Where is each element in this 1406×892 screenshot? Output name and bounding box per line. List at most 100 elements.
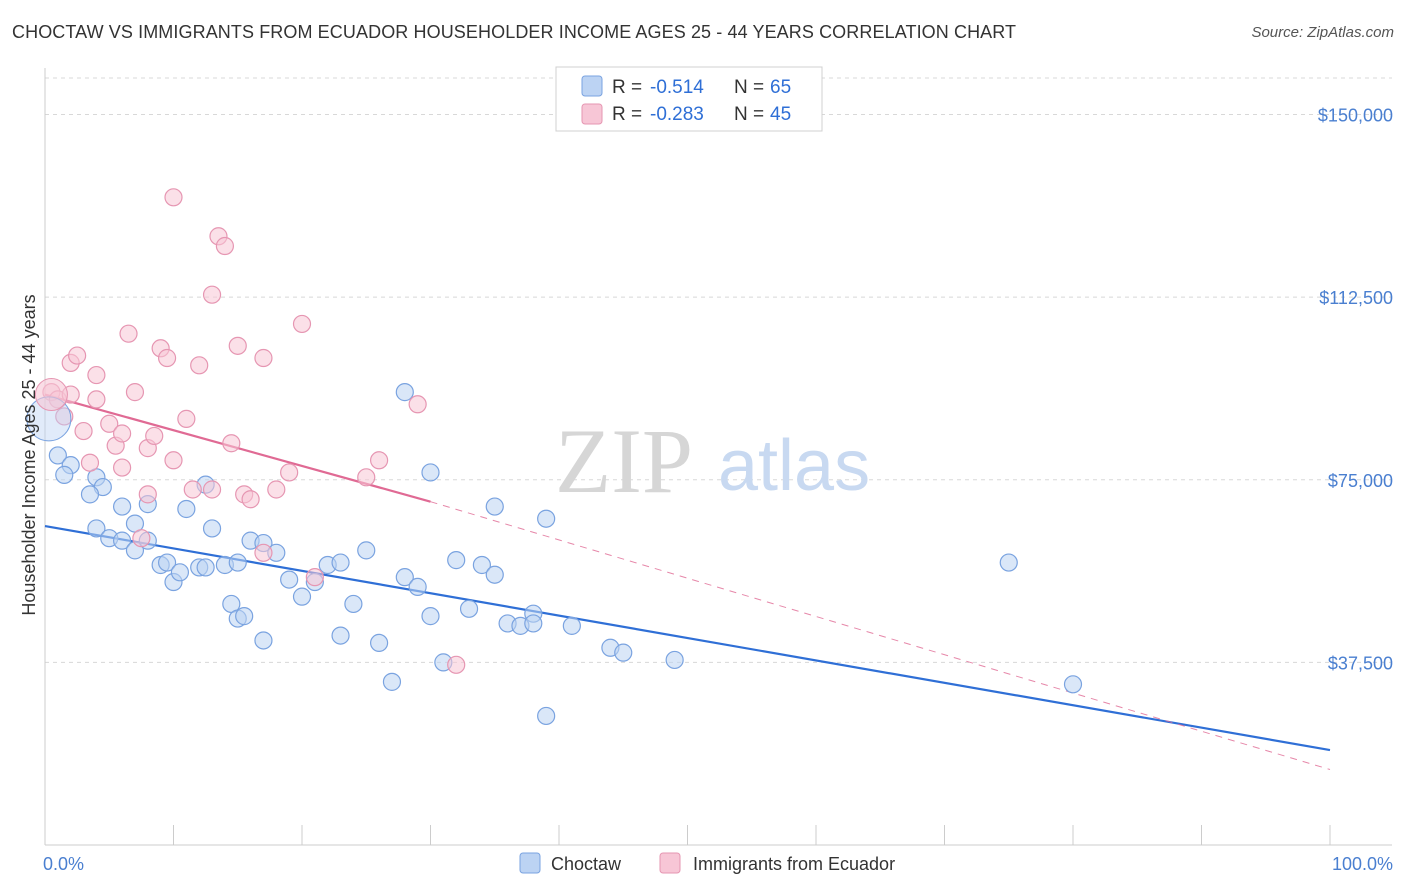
chart-title: CHOCTAW VS IMMIGRANTS FROM ECUADOR HOUSE… [12,22,1017,42]
y-tick-label: $75,000 [1328,471,1393,491]
point-ecuador [125,383,145,402]
trend-line-choctaw [44,524,1331,752]
point-ecuador [132,529,151,548]
legend-swatch-choctaw [581,75,603,97]
point-choctaw [157,553,177,572]
point-choctaw [235,607,254,626]
legend-swatch-ecuador [581,103,603,125]
legend-r-label-2: R = [612,104,642,125]
point-choctaw [292,587,312,606]
point-ecuador [267,480,286,499]
point-ecuador [305,568,324,587]
point-choctaw [485,497,504,516]
point-choctaw [344,594,363,614]
point-choctaw [48,446,67,465]
point-choctaw [459,599,479,618]
point-ecuador [241,490,260,509]
point-ecuador [68,346,87,365]
x-tick-labels: 0.0% 100.0% [43,854,1393,874]
point-choctaw [228,553,247,572]
point-choctaw [196,558,215,577]
legend-r-value-2: -0.283 [650,104,704,125]
point-ecuador-large [34,378,68,412]
point-choctaw [537,509,556,528]
point-choctaw [357,541,376,560]
point-ecuador [292,314,312,334]
point-choctaw [562,616,581,635]
point-ecuador [87,365,106,385]
point-choctaw [537,706,556,726]
point-ecuador [202,480,222,499]
legend-r-label-1: R = [612,77,642,98]
point-choctaw [80,485,100,504]
watermark: ZIP atlas [555,410,870,512]
point-choctaw [331,626,350,645]
chart-source: Source: ZipAtlas.com [1251,24,1394,41]
point-choctaw [999,553,1018,572]
point-ecuador [119,324,138,343]
point-ecuador [280,463,299,482]
legend-n-value-2: 45 [770,104,791,125]
trend-line-extension [430,501,1331,770]
point-choctaw [614,643,633,662]
point-ecuador [222,434,241,453]
point-ecuador [408,395,427,414]
point-choctaw [370,633,389,653]
point-choctaw [472,555,491,575]
point-ecuador [145,426,164,446]
legend-r-value-1: -0.514 [650,77,704,98]
point-ecuador [215,236,234,256]
point-ecuador [138,485,157,504]
series-legend-swatch-choctaw [519,852,541,874]
point-ecuador [190,356,209,375]
point-choctaw [485,565,504,584]
point-ecuador [357,468,376,487]
point-ecuador [228,336,247,355]
point-ecuador [112,424,132,443]
gridlines [45,77,1392,663]
stats-legend: R = -0.514 N = 65 R = -0.283 N = 45 [555,66,823,132]
point-ecuador [202,285,222,304]
legend-n-value-1: 65 [770,77,791,98]
point-ecuador [254,348,273,368]
point-choctaw [395,568,414,587]
point-choctaw [421,463,440,482]
point-ecuador [112,458,132,477]
point-ecuador [100,414,119,433]
point-ecuador [55,407,74,426]
point-ecuador [183,480,202,499]
point-choctaw [170,563,190,582]
point-ecuador [254,543,273,562]
point-choctaw [447,551,466,570]
point-ecuador [80,453,100,472]
axes [44,68,1392,846]
series-legend-swatch-ecuador [659,852,681,874]
point-choctaw [395,383,414,402]
y-tick-label: $150,000 [1318,106,1393,126]
point-choctaw [1063,675,1083,694]
series-legend-label-choctaw: Choctaw [551,854,622,874]
point-ecuador [164,451,183,470]
y-tick-label: $112,500 [1319,288,1393,308]
point-choctaw [524,614,543,633]
legend-n-label-1: N = [734,77,764,98]
watermark-zip: ZIP [555,410,693,512]
point-choctaw [665,650,684,670]
point-choctaw [408,577,427,596]
y-axis-label: Householder Income Ages 25 - 44 years [19,294,39,615]
point-ecuador [74,421,93,441]
point-choctaw [177,499,196,519]
point-ecuador [157,348,177,368]
point-ecuador [447,655,466,674]
watermark-atlas: atlas [718,426,870,506]
point-choctaw [421,607,440,626]
point-choctaw [55,465,74,484]
point-choctaw [280,570,299,589]
data-points [26,188,1083,726]
x-tick-label-max: 100.0% [1332,854,1393,874]
point-choctaw [112,531,132,550]
series-legend-label-ecuador: Immigrants from Ecuador [693,854,895,874]
point-choctaw [112,497,132,516]
